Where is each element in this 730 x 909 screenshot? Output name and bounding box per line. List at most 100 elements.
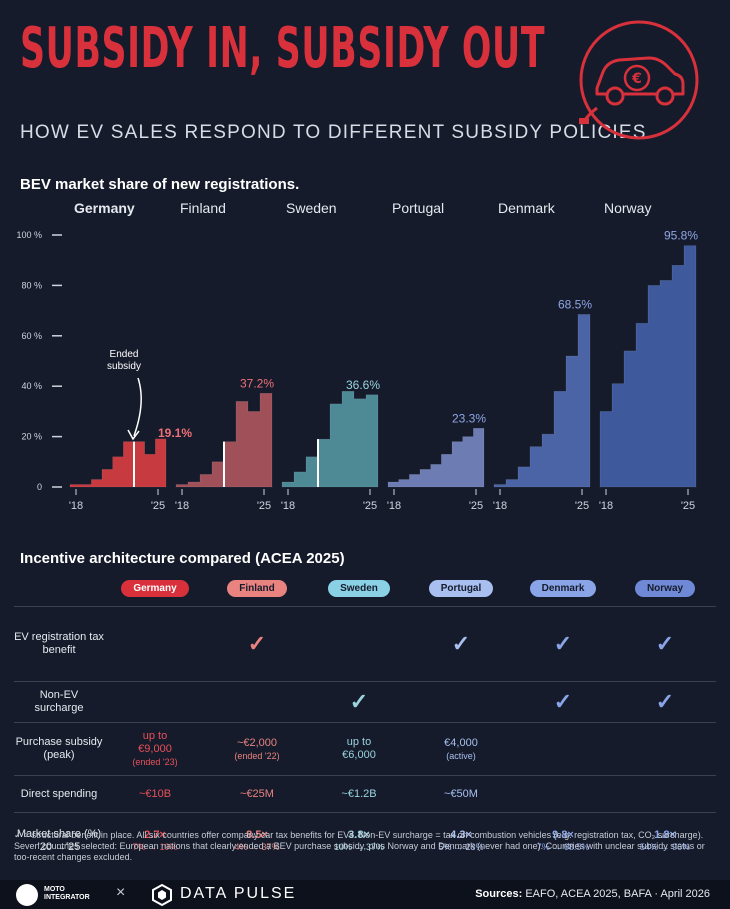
data-pulse-logo-icon <box>152 883 172 907</box>
country-label-denmark: Denmark <box>498 200 556 216</box>
incentive-table: Germany Finland Sweden Portugal Denmark Norwa… <box>14 568 716 869</box>
series-area-portugal <box>387 427 485 488</box>
check-icon: ✓ <box>655 630 675 656</box>
final-value-label: 19.1% <box>158 426 192 440</box>
check-icon: ✓ <box>553 630 573 656</box>
x-tick-label: '25 <box>151 500 165 512</box>
country-header: Germany <box>104 568 206 607</box>
table-row: Direct spending ~€10B ~€25M ~€1.2B ~€50M <box>14 775 716 813</box>
table-cell <box>104 606 206 682</box>
cell-sub: (active) <box>446 750 476 761</box>
country-pill: Finland <box>227 579 287 597</box>
x-tick-label: '18 <box>69 500 83 512</box>
table-section-title: Incentive architecture compared (ACEA 20… <box>20 550 345 567</box>
table-cell <box>104 681 206 723</box>
final-value-label: 37.2% <box>240 376 274 390</box>
table-corner <box>14 568 104 607</box>
cell-main: ~€2,000 <box>236 736 278 749</box>
svg-text:€: € <box>631 71 642 87</box>
y-tick-label: 60 % <box>21 331 42 341</box>
x-tick-label: '18 <box>599 500 613 512</box>
country-label-norway: Norway <box>604 200 651 216</box>
check-icon: ✓ <box>553 688 573 714</box>
cell-main: 4.3× <box>450 829 472 841</box>
final-value-label: 36.6% <box>346 378 380 392</box>
cell-main: 8.5× <box>246 829 268 841</box>
table-cell <box>308 606 410 682</box>
x-tick-label: '18 <box>493 500 507 512</box>
table-cell: ✓ <box>206 606 308 682</box>
table-cell: €4,000 (active) <box>410 722 512 776</box>
cell-main: 3.8× <box>348 829 370 841</box>
table-row: Non-EV surcharge ✓ ✓ ✓ <box>14 681 716 723</box>
cell-sub: 7% → 68.5% <box>536 842 590 852</box>
final-value-label: 95.8% <box>664 229 698 243</box>
row-label: Non-EV surcharge <box>14 681 104 723</box>
table-row: Purchase subsidy (peak) up to €9,000 (ende… <box>14 722 716 776</box>
annotation-ended-subsidy: Ended subsidy <box>107 349 141 372</box>
moto-integrator-logo-icon <box>16 884 38 906</box>
table-cell: 3.8× 10% → 37% <box>308 812 410 869</box>
cell-main: ~€1.2B <box>341 787 377 800</box>
table-cell: 1.8× 54% → 96% <box>614 812 716 869</box>
brand-data-pulse: DATA PULSE <box>180 885 297 902</box>
country-header: Finland <box>206 568 308 607</box>
brand-moto-integrator: MOTO INTEGRATOR <box>44 886 90 901</box>
country-header: Portugal <box>410 568 512 607</box>
x-tick-label: '25 <box>681 500 695 512</box>
table-row: EV registration tax benefit ✓ ✓ ✓ ✓ <box>14 606 716 682</box>
x-tick-label: '25 <box>575 500 589 512</box>
final-value-label: 23.3% <box>452 411 486 425</box>
table-cell <box>614 722 716 776</box>
table-cell <box>512 775 614 813</box>
country-header: Sweden <box>308 568 410 607</box>
cell-main: ~€50M <box>444 787 478 800</box>
check-icon: ✓ <box>655 688 675 714</box>
country-pill: Germany <box>121 579 189 597</box>
check-icon: ✓ <box>247 630 267 656</box>
x-tick-label: '18 <box>387 500 401 512</box>
series-area-norway <box>599 245 697 488</box>
country-pill: Sweden <box>328 579 390 597</box>
table-cell: 8.5× 4% → 37% <box>206 812 308 869</box>
sources-text: EAFO, ACEA 2025, BAFA · April 2026 <box>525 888 710 900</box>
table-row: Market share (%) '20 →'25 2.7× 7% → 19% 8.5… <box>14 812 716 869</box>
x-tick-label: '25 <box>469 500 483 512</box>
x-tick-label: '18 <box>281 500 295 512</box>
sources-label: Sources: <box>475 888 523 900</box>
table-cell: up to €9,000 (ended '23) <box>104 722 206 776</box>
table-cell: up to €6,000 <box>308 722 410 776</box>
country-label-sweden: Sweden <box>286 200 337 216</box>
page-subtitle: HOW EV SALES RESPOND TO DIFFERENT SUBSID… <box>20 122 647 143</box>
row-label: Market share (%) '20 →'25 <box>14 812 104 869</box>
brand-separator: × <box>116 884 126 901</box>
y-tick-label: 0 <box>37 482 42 492</box>
table-cell <box>206 681 308 723</box>
footnote: ✓ = structural benefit in place. All six… <box>14 830 705 862</box>
cell-sub: 10% → 37% <box>333 842 385 852</box>
row-label: Purchase subsidy (peak) <box>14 722 104 776</box>
cell-main: up to €6,000 <box>342 736 376 761</box>
table-cell: 9.8× 7% → 68.5% <box>512 812 614 869</box>
y-tick-label: 40 % <box>21 381 42 391</box>
table-cell <box>410 681 512 723</box>
cell-sub: 54% → 96% <box>639 842 691 852</box>
row-label: Direct spending <box>14 775 104 813</box>
table-cell: ✓ <box>512 681 614 723</box>
table-cell: ~€1.2B <box>308 775 410 813</box>
annotation-arrowhead <box>127 429 140 441</box>
final-value-label: 68.5% <box>558 297 592 311</box>
series-area-sweden <box>281 390 379 488</box>
table-cell: ✓ <box>410 606 512 682</box>
x-tick-label: '25 <box>363 500 377 512</box>
cell-main: ~€25M <box>240 787 274 800</box>
country-pill: Norway <box>634 579 696 597</box>
table-cell: ✓ <box>614 606 716 682</box>
table-cell: ~€25M <box>206 775 308 813</box>
row-label: EV registration tax benefit <box>14 606 104 682</box>
table-cell: ~€10B <box>104 775 206 813</box>
cell-sub: 5% → 23% <box>438 842 484 852</box>
cell-sub: (ended '23) <box>132 757 178 767</box>
cell-sub: 7% → 19% <box>132 842 178 852</box>
page-title: SUBSIDY IN, SUBSIDY OUT <box>20 16 546 81</box>
